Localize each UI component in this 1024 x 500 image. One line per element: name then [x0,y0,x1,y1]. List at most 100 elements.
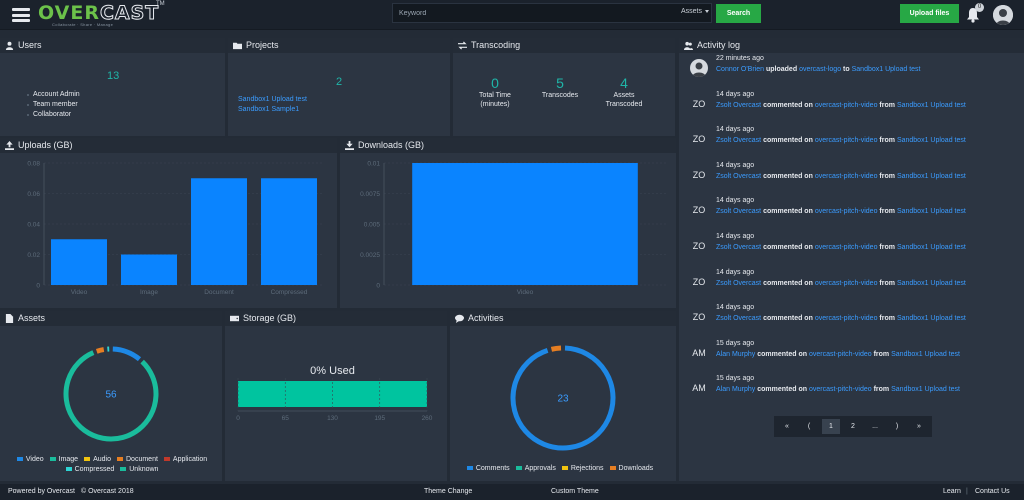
legend-item[interactable]: Approvals [515,465,556,472]
legend-swatch [65,467,72,472]
activity-item: ZO 14 days ago Zsolt Overcast commented on… [690,197,1010,231]
activity-user-link[interactable]: Alan Murphy [716,386,756,394]
activity-target-link[interactable]: overcast-pitch-video [814,208,878,216]
activity-project-link[interactable]: Sandbox1 Upload test [896,315,966,323]
activity-target-link[interactable]: overcast-pitch-video [814,315,878,323]
custom-theme-link[interactable]: Custom Theme [551,488,599,495]
activity-project-link[interactable]: Sandbox1 Upload test [851,66,921,73]
storage-panel: Storage (GB) 0% Used 0 65 130 195 260 [225,311,447,481]
activity-item: ZO 14 days ago Zsolt Overcast commented on… [690,126,1010,160]
projects-total: 2 [336,76,343,88]
donut-center-label: 23 [557,394,569,405]
activity-target-link[interactable]: overcast-pitch-video [814,172,878,180]
project-link-upload-test[interactable]: Sandbox1 Upload test [238,96,307,103]
pager-last[interactable]: » [917,423,921,430]
legend-item[interactable]: Unknown [120,466,158,473]
legend-item[interactable]: Document [117,456,158,463]
legend-label: Audio [93,456,111,463]
transcoding-panel-header: Transcoding [453,38,675,53]
activities-panel: Activities 23 Comments Approvals Rejection… [450,311,676,481]
activity-project-link[interactable]: Sandbox1 Upload test [896,172,966,180]
x-tick-label: 195 [374,415,385,422]
activity-project-link[interactable]: Sandbox1 Upload test [896,137,966,145]
project-link-sample1[interactable]: Sandbox1 Sample1 [238,106,300,113]
legend-label: Video [25,456,44,463]
legend-item[interactable]: Rejections [561,465,604,472]
theme-change-link[interactable]: Theme Change [424,488,473,495]
activity-target-link[interactable]: overcast-pitch-video [809,386,872,394]
activity-text: Zsolt Overcast commented on overcast-pit… [716,173,966,180]
activity-project-link[interactable]: Sandbox1 Upload test [891,386,960,394]
activity-verb: uploaded [765,66,798,73]
activity-project-link[interactable]: Sandbox1 Upload test [891,350,960,358]
activity-time: 22 minutes ago [716,55,764,62]
user-icon [5,41,14,50]
activity-project-link[interactable]: Sandbox1 Upload test [896,208,966,216]
activity-target-link[interactable]: overcast-pitch-video [814,279,878,287]
activity-target-link[interactable]: overcast-logo [799,66,842,73]
users-panel: Users 13 Account Admin Team member Colla… [0,38,225,136]
stat-assets-transcoded: 4 Assets Transcoded [605,75,643,108]
legend-item[interactable]: Downloads [609,465,653,472]
y-tick-label: 0.04 [27,222,40,229]
donut-center-label: 56 [105,390,117,401]
activity-user-link[interactable]: Zsolt Overcast [716,172,762,180]
bar-image [121,254,177,285]
activity-preposition: from [879,137,895,145]
activity-project-link[interactable]: Sandbox1 Upload test [896,279,966,287]
activity-user-link[interactable]: Zsolt Overcast [716,279,762,287]
legend-item[interactable]: Comments [466,465,510,472]
legend-item[interactable]: Application [163,456,207,463]
activity-avatar: ZO [692,241,706,251]
logo[interactable]: OVERCAST [38,2,160,25]
activity-project-link[interactable]: Sandbox1 Upload test [896,244,966,251]
activity-verb: commented on [763,315,813,323]
file-icon [5,314,14,323]
activity-target-link[interactable]: overcast-pitch-video [814,101,878,109]
activity-verb: commented on [763,101,813,109]
pager-page-2[interactable]: 2 [851,423,855,430]
users-panel-header: Users [0,38,225,53]
pager-next[interactable]: ) [895,423,899,430]
activity-target-link[interactable]: overcast-pitch-video [809,350,872,358]
activity-project-link[interactable]: Sandbox1 Upload test [896,101,966,109]
role-account-admin: Account Admin [27,91,80,98]
menu-icon[interactable] [12,8,30,22]
legend-item[interactable]: Video [16,456,44,463]
footer: Powered by Overcast © Overcast 2018 Them… [0,484,1024,500]
search-input[interactable] [399,4,669,22]
activity-user-link[interactable]: Zsolt Overcast [716,101,762,109]
pager-first[interactable]: « [785,423,789,430]
search-scope-select[interactable]: Assets [681,8,710,15]
legend-swatch [561,466,568,471]
search-button[interactable]: Search [716,4,761,23]
bar-compressed [261,178,317,285]
notification-count-badge: 0 [975,3,984,12]
y-tick-label: 0.08 [27,161,40,168]
search-box [392,3,712,23]
legend-item[interactable]: Audio [84,456,111,463]
activity-user-link[interactable]: Connor O'Brien [716,66,765,73]
user-avatar[interactable] [993,5,1013,25]
upload-files-button[interactable]: Upload files [900,4,959,23]
pager-page-1[interactable]: 1 [822,419,840,434]
learn-link[interactable]: Learn [943,488,961,495]
pager-ellipsis[interactable]: ... [872,423,878,430]
activity-user-link[interactable]: Zsolt Overcast [716,315,762,323]
activity-preposition: from [879,172,895,180]
activity-target-link[interactable]: overcast-pitch-video [814,244,878,251]
assets-panel-header: Assets [0,311,222,326]
legend-item[interactable]: Image [49,456,78,463]
activity-user-link[interactable]: Zsolt Overcast [716,244,762,251]
contact-us-link[interactable]: Contact Us [975,488,1010,495]
activity-target-link[interactable]: overcast-pitch-video [814,137,878,145]
activity-user-link[interactable]: Zsolt Overcast [716,208,762,216]
activity-item: AM 15 days ago Alan Murphy commented on ov… [690,340,1010,374]
legend-item[interactable]: Compressed [65,466,114,473]
activity-user-link[interactable]: Zsolt Overcast [716,137,762,145]
activity-user-link[interactable]: Alan Murphy [716,350,756,358]
activity-item: AM 15 days ago Alan Murphy commented on ov… [690,375,1010,409]
activity-verb: commented on [763,137,813,145]
activity-item: ZO 14 days ago Zsolt Overcast commented on… [690,269,1010,303]
pager-prev[interactable]: ( [807,423,811,430]
